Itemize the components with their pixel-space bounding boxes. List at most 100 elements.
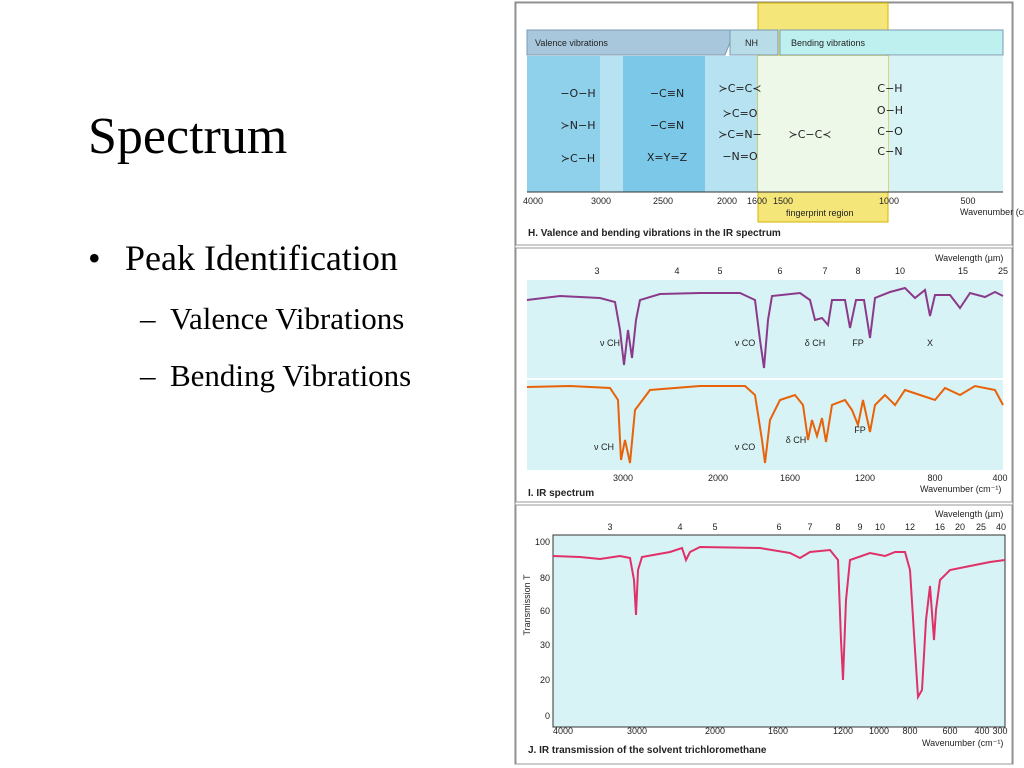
formula: ≻C=N− bbox=[718, 128, 762, 141]
figure: Valence vibrations NH Bending vibrations… bbox=[514, 1, 1024, 765]
bullet: Peak Identification bbox=[125, 238, 398, 278]
band bbox=[526, 29, 736, 56]
tick-label: 9 bbox=[857, 522, 862, 532]
formula: −O−H bbox=[560, 87, 595, 100]
dash: – bbox=[139, 301, 156, 336]
axis-title: Wavenumber (cm⁻¹) bbox=[960, 207, 1024, 217]
tick-label: 100 bbox=[535, 537, 550, 547]
formula: ≻N−H bbox=[561, 119, 596, 132]
tick-label: 10 bbox=[875, 522, 885, 532]
tick-label: 25 bbox=[976, 522, 986, 532]
peak-label: ν CH bbox=[600, 338, 620, 348]
tick-label: 3000 bbox=[591, 196, 611, 206]
band bbox=[729, 29, 779, 56]
peak-label: ν CO bbox=[735, 338, 756, 348]
tick-label: 4 bbox=[677, 522, 682, 532]
band-label: Valence vibrations bbox=[535, 38, 608, 48]
area bbox=[758, 56, 888, 192]
dash: – bbox=[139, 358, 156, 393]
formula: ≻C=C≺ bbox=[718, 82, 761, 95]
formula: O−H bbox=[877, 104, 903, 117]
tick-label: 12 bbox=[905, 522, 915, 532]
tick-label: 2000 bbox=[717, 196, 737, 206]
axis-title: Wavelength (µm) bbox=[935, 253, 1003, 263]
tick-label: 500 bbox=[960, 196, 975, 206]
tick-label: 4000 bbox=[553, 726, 573, 736]
caption: H. Valence and bending vibrations in the… bbox=[528, 228, 781, 239]
tick-label: 2000 bbox=[705, 726, 725, 736]
tick-label: 8 bbox=[835, 522, 840, 532]
formula: −N=O bbox=[722, 150, 758, 163]
tick-label: 600 bbox=[942, 726, 957, 736]
plot-area bbox=[552, 534, 1006, 728]
tick-label: 4 bbox=[674, 266, 679, 276]
formula: X=Y=Z bbox=[647, 151, 688, 164]
tick-label: 3000 bbox=[627, 726, 647, 736]
formula: −C≡N bbox=[650, 87, 684, 100]
region-label: fingerprint region bbox=[786, 208, 854, 218]
tick-label: 2000 bbox=[708, 473, 728, 483]
formula: ≻C=O bbox=[723, 107, 758, 120]
axis-title: Wavenumber (cm⁻¹) bbox=[920, 484, 1001, 494]
tick-label: 6 bbox=[777, 266, 782, 276]
tick-label: 40 bbox=[996, 522, 1006, 532]
formula: C−N bbox=[877, 145, 902, 158]
tick-label: 1200 bbox=[833, 726, 853, 736]
formula: C−O bbox=[877, 125, 903, 138]
tick-label: 3 bbox=[594, 266, 599, 276]
bullet-dot: • bbox=[88, 238, 101, 278]
area bbox=[527, 56, 600, 192]
tick-label: 400 bbox=[974, 726, 989, 736]
band-label: Bending vibrations bbox=[791, 38, 866, 48]
tick-label: 3 bbox=[607, 522, 612, 532]
peak-label: FP bbox=[854, 425, 866, 435]
tick-label: 400 bbox=[992, 473, 1007, 483]
sub-bullet: Valence Vibrations bbox=[170, 301, 404, 336]
peak-label: δ CH bbox=[805, 338, 826, 348]
tick-label: 2500 bbox=[653, 196, 673, 206]
tick-label: 7 bbox=[822, 266, 827, 276]
tick-label: 20 bbox=[540, 675, 550, 685]
peak-label: δ CH bbox=[786, 435, 807, 445]
band-label: NH bbox=[745, 38, 758, 48]
area bbox=[623, 56, 705, 192]
tick-label: 5 bbox=[717, 266, 722, 276]
tick-label: 1000 bbox=[869, 726, 889, 736]
tick-label: 15 bbox=[958, 266, 968, 276]
area bbox=[705, 56, 758, 192]
peak-label: ν CH bbox=[594, 442, 614, 452]
peak-label: X bbox=[927, 338, 933, 348]
tick-label: 1500 bbox=[773, 196, 793, 206]
formula: C−H bbox=[877, 82, 902, 95]
tick-label: 7 bbox=[807, 522, 812, 532]
tick-label: 800 bbox=[927, 473, 942, 483]
caption: I. IR spectrum bbox=[528, 488, 594, 499]
peak-label: FP bbox=[852, 338, 864, 348]
tick-label: 16 bbox=[935, 522, 945, 532]
slide-title: Spectrum bbox=[88, 108, 287, 165]
tick-label: 1600 bbox=[747, 196, 767, 206]
tick-label: 1600 bbox=[768, 726, 788, 736]
tick-label: 1200 bbox=[855, 473, 875, 483]
axis-title: Wavenumber (cm⁻¹) bbox=[922, 738, 1003, 748]
axis-title: Transmission T bbox=[522, 574, 532, 636]
tick-label: 800 bbox=[902, 726, 917, 736]
spectrum-curve bbox=[526, 286, 1004, 369]
formula: ≻C−H bbox=[561, 152, 595, 165]
tick-label: 5 bbox=[712, 522, 717, 532]
spectrum-curve bbox=[552, 545, 1006, 701]
spectrum-curve bbox=[526, 384, 1004, 464]
caption: J. IR transmission of the solvent trichl… bbox=[528, 745, 767, 756]
tick-label: 4000 bbox=[523, 196, 543, 206]
peak-label: ν CO bbox=[735, 442, 756, 452]
tick-label: 20 bbox=[955, 522, 965, 532]
tick-label: 6 bbox=[776, 522, 781, 532]
formula: ≻C−C≺ bbox=[788, 128, 831, 141]
tick-label: 300 bbox=[992, 726, 1007, 736]
tick-label: 60 bbox=[540, 606, 550, 616]
tick-label: 8 bbox=[855, 266, 860, 276]
tick-label: 80 bbox=[540, 573, 550, 583]
sub-bullet: Bending Vibrations bbox=[170, 358, 411, 393]
tick-label: 0 bbox=[545, 711, 550, 721]
